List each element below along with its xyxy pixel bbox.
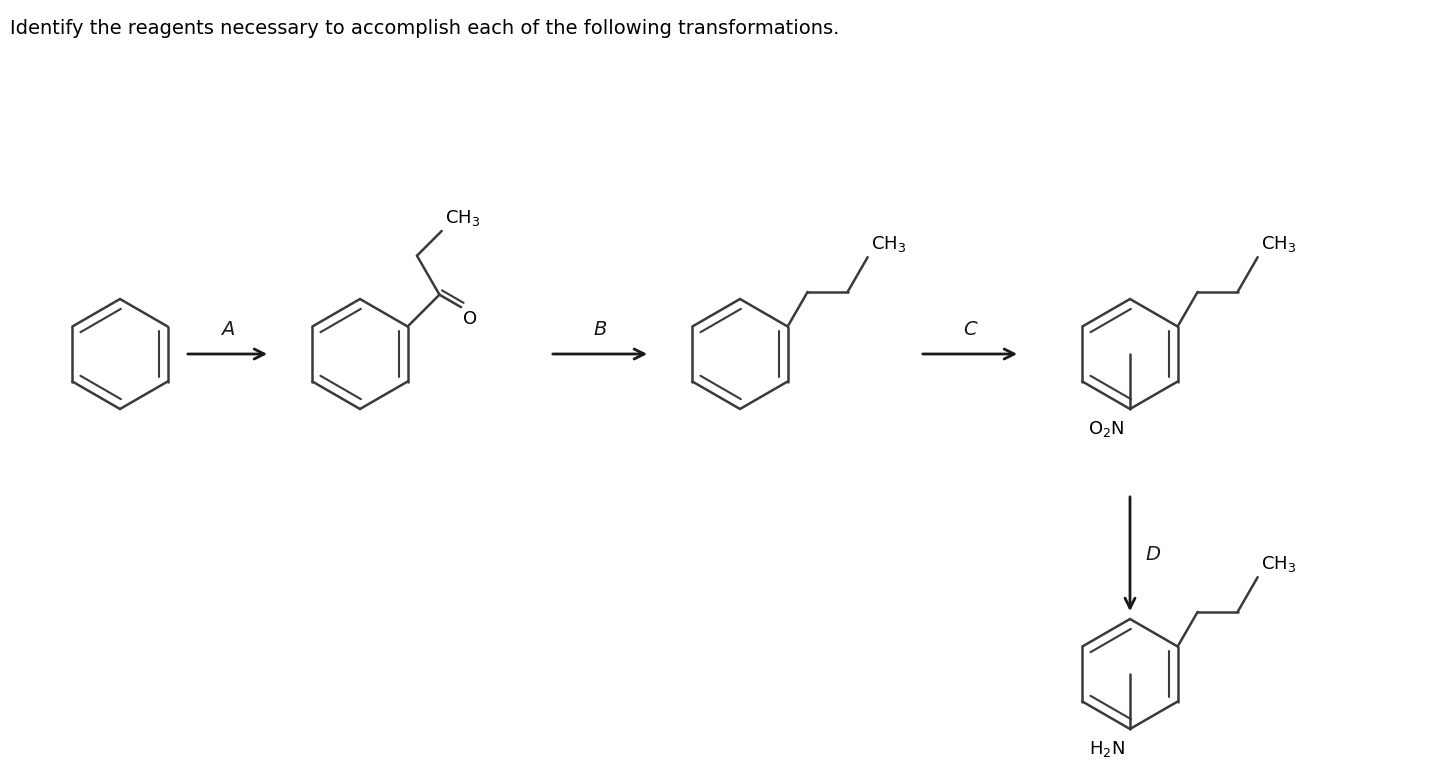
Text: B: B	[593, 320, 606, 339]
Text: H$_2$N: H$_2$N	[1089, 739, 1125, 759]
Text: O: O	[463, 310, 477, 328]
Text: CH$_3$: CH$_3$	[1260, 235, 1296, 254]
Text: Identify the reagents necessary to accomplish each of the following transformati: Identify the reagents necessary to accom…	[10, 19, 840, 38]
Text: CH$_3$: CH$_3$	[445, 208, 480, 228]
Text: CH$_3$: CH$_3$	[1260, 554, 1296, 574]
Text: CH$_3$: CH$_3$	[870, 235, 906, 254]
Text: O$_2$N: O$_2$N	[1089, 419, 1125, 439]
Text: A: A	[220, 320, 235, 339]
Text: C: C	[963, 320, 977, 339]
Text: D: D	[1146, 544, 1160, 563]
